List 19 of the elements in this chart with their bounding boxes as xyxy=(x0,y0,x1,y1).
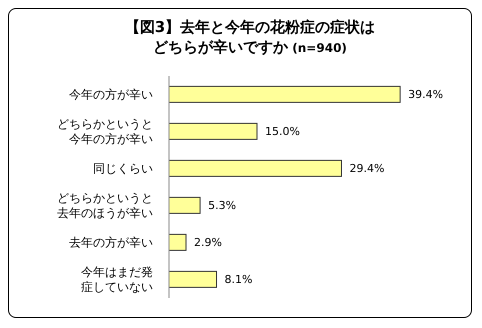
y-tick-label: 同じくらい xyxy=(93,162,153,176)
y-tick-label: 今年はまだ発症していない xyxy=(81,265,153,294)
data-label: 8.1% xyxy=(224,272,252,286)
bar xyxy=(169,270,218,288)
y-tick-label: 今年の方が辛い xyxy=(69,88,153,102)
chart-subtitle: (n=940) xyxy=(291,41,347,55)
y-tick-label: 去年の方が辛い xyxy=(69,236,153,250)
bar xyxy=(169,86,401,103)
bar xyxy=(169,122,258,140)
data-label: 15.0% xyxy=(265,124,300,138)
bar xyxy=(169,160,342,177)
y-tick-label: どちらかというと今年の方が辛い xyxy=(57,117,153,146)
bar xyxy=(169,196,201,214)
y-tick-label: どちらかというと去年のほうが辛い xyxy=(57,191,153,220)
data-label: 39.4% xyxy=(408,88,444,101)
data-label: 2.9% xyxy=(194,236,222,249)
data-label: 5.3% xyxy=(208,198,236,212)
bar xyxy=(169,234,187,251)
data-label: 29.4% xyxy=(349,162,384,175)
